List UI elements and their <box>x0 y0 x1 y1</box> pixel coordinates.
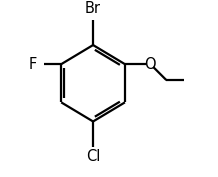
Text: O: O <box>145 57 156 72</box>
Text: Cl: Cl <box>86 149 100 164</box>
Text: F: F <box>29 57 37 72</box>
Text: Br: Br <box>85 1 101 16</box>
